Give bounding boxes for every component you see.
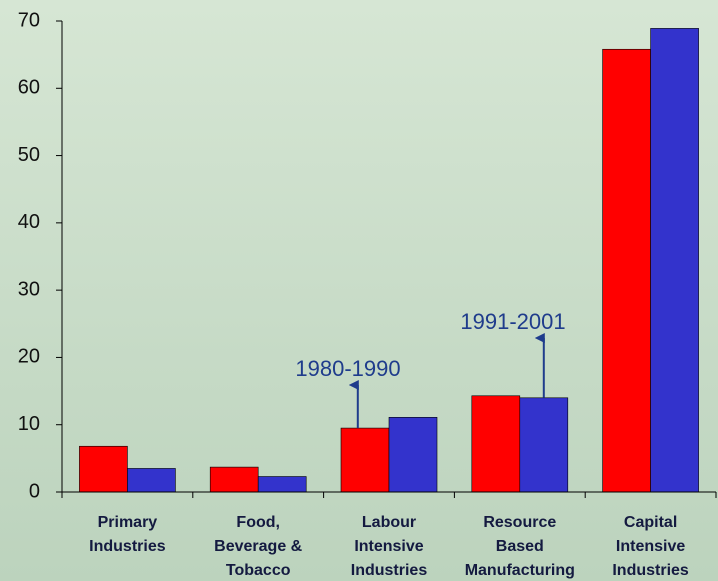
y-tick-label: 50 <box>18 144 40 166</box>
y-tick-label: 60 <box>18 77 40 99</box>
x-tick-label: Intensive <box>616 538 685 555</box>
x-tick-label: Based <box>496 538 544 555</box>
y-tick-label: 10 <box>18 413 40 435</box>
x-tick-label: Beverage & <box>214 538 302 555</box>
y-tick-label: 40 <box>18 211 40 233</box>
annotation: 1980-1990 <box>295 356 400 381</box>
x-tick-label: Industries <box>89 538 166 555</box>
x-tick-label: Capital <box>624 514 677 531</box>
x-tick-label: Industries <box>612 562 689 579</box>
x-tick-label: Intensive <box>354 538 423 555</box>
bar <box>650 28 699 493</box>
x-tick-label: Tobacco <box>226 562 291 579</box>
bar <box>127 468 176 493</box>
bar <box>471 395 521 493</box>
y-tick-label: 70 <box>18 9 40 31</box>
x-tick-label: Industries <box>351 562 428 579</box>
bar <box>602 48 651 493</box>
bar <box>209 466 259 493</box>
annotation: 1991-2001 <box>460 309 565 334</box>
y-tick-label: 20 <box>18 346 40 368</box>
y-tick-label: 0 <box>29 480 40 502</box>
bar <box>340 427 390 493</box>
bar <box>79 445 128 493</box>
x-tick-label: Primary <box>98 514 158 531</box>
bar <box>388 417 438 493</box>
x-tick-label: Resource <box>483 514 556 531</box>
bar <box>257 476 307 493</box>
y-tick-label: 30 <box>18 278 40 300</box>
x-tick-label: Manufacturing <box>465 562 575 579</box>
bar <box>519 397 569 493</box>
x-tick-label: Food, <box>236 514 280 531</box>
x-tick-label: Labour <box>362 514 416 531</box>
